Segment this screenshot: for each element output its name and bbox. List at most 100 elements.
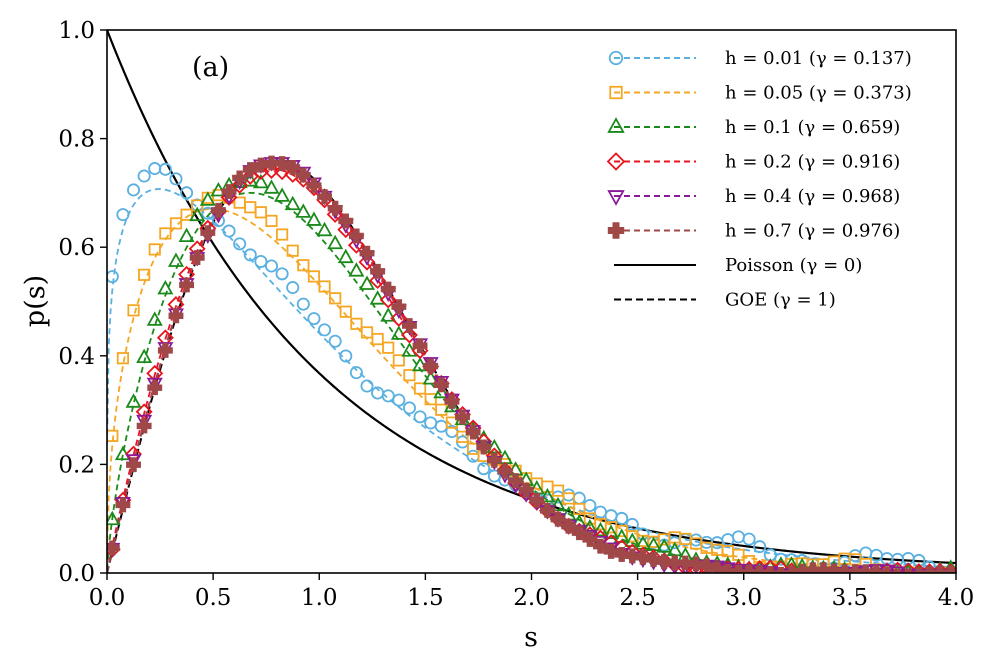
series-1-markers — [107, 162, 955, 573]
data-point — [136, 348, 153, 364]
data-point — [889, 566, 906, 573]
data-point — [252, 173, 269, 189]
data-point — [264, 155, 279, 171]
data-point — [402, 318, 417, 333]
x-tick-label: 4.0 — [938, 585, 975, 611]
data-point — [263, 179, 280, 194]
data-point — [477, 462, 491, 476]
data-point — [358, 275, 376, 290]
legend-label: Poisson (γ = 0) — [725, 255, 862, 276]
data-point — [253, 157, 269, 173]
data-point — [615, 511, 629, 525]
legend-item-4: h = 0.2 (γ = 0.916) — [606, 152, 900, 173]
legend-marker — [607, 222, 625, 239]
data-point — [402, 401, 416, 415]
data-point — [232, 170, 248, 186]
legend-item-7: Poisson (γ = 0) — [614, 255, 862, 276]
data-point — [667, 555, 683, 571]
data-point — [391, 299, 407, 315]
data-point — [127, 304, 140, 317]
x-tick-label: 1.5 — [407, 585, 444, 611]
data-point — [307, 270, 321, 283]
data-point — [360, 326, 374, 339]
data-point — [138, 268, 151, 281]
x-tick-label: 2.0 — [513, 585, 550, 611]
data-point — [550, 496, 567, 512]
data-point — [677, 555, 693, 571]
data-point — [159, 227, 172, 240]
data-point — [879, 567, 895, 573]
legend-marker — [608, 50, 624, 66]
data-point — [508, 473, 524, 489]
data-point — [179, 277, 195, 293]
data-point — [392, 354, 405, 367]
data-point — [624, 548, 640, 564]
data-point — [107, 510, 121, 526]
data-point — [390, 309, 408, 327]
data-point — [222, 224, 236, 238]
legend-label: h = 0.01 (γ = 0.137) — [725, 48, 912, 69]
data-point — [116, 208, 130, 222]
data-point — [317, 189, 332, 205]
x-axis-label: s — [524, 622, 538, 653]
series-2-markers — [107, 189, 956, 573]
legend-item-1: h = 0.01 (γ = 0.137) — [608, 48, 912, 69]
data-point — [318, 323, 332, 337]
data-point — [635, 549, 651, 565]
data-point — [360, 379, 374, 393]
data-point — [742, 532, 756, 546]
data-point — [550, 511, 566, 527]
data-point — [369, 290, 386, 305]
data-point — [178, 227, 195, 243]
legend-item-3: h = 0.1 (γ = 0.659) — [607, 117, 900, 138]
data-point — [371, 332, 384, 346]
x-tick-label: 3.5 — [832, 585, 869, 611]
data-point — [146, 377, 163, 393]
y-tick-label: 0.8 — [58, 127, 95, 153]
data-point — [305, 211, 322, 226]
data-point — [158, 162, 172, 176]
data-point — [358, 253, 376, 271]
data-point — [297, 259, 310, 272]
data-point — [127, 183, 141, 197]
legend-label: h = 0.7 (γ = 0.976) — [725, 221, 900, 242]
data-point — [254, 254, 268, 268]
y-tick-label: 0.4 — [58, 344, 95, 370]
data-point — [285, 160, 301, 175]
y-tick-label: 0.0 — [58, 561, 95, 587]
data-point — [905, 568, 912, 573]
data-point — [403, 369, 416, 382]
legend-label: h = 0.2 (γ = 0.916) — [725, 152, 900, 173]
data-point — [157, 280, 174, 295]
data-point — [423, 358, 439, 374]
x-tick-label: 3.0 — [725, 585, 762, 611]
data-point — [254, 206, 267, 219]
data-point — [603, 544, 619, 559]
data-point — [136, 418, 152, 434]
data-point — [275, 267, 289, 281]
data-point — [242, 162, 258, 178]
data-point — [656, 538, 673, 553]
data-point — [593, 538, 608, 554]
data-point — [443, 397, 460, 413]
legend-item-2: h = 0.05 (γ = 0.373) — [609, 83, 912, 104]
data-point — [231, 176, 249, 194]
data-point — [169, 217, 183, 230]
legend: h = 0.01 (γ = 0.137) h = 0.05 (γ = 0.373)… — [606, 48, 912, 311]
panel-label: (a) — [192, 52, 229, 83]
data-point — [413, 382, 427, 395]
data-point — [390, 325, 407, 340]
data-point — [603, 524, 620, 540]
legend-label: h = 0.4 (γ = 0.968) — [725, 186, 900, 207]
data-point — [613, 528, 630, 543]
data-point — [582, 532, 598, 547]
data-point — [307, 312, 321, 326]
data-point — [656, 554, 672, 570]
data-point — [518, 482, 534, 498]
data-point — [868, 565, 884, 573]
data-point — [146, 311, 163, 326]
data-point — [327, 234, 344, 250]
legend-item-8: GOE (γ = 1) — [614, 290, 836, 311]
data-point — [497, 463, 513, 479]
